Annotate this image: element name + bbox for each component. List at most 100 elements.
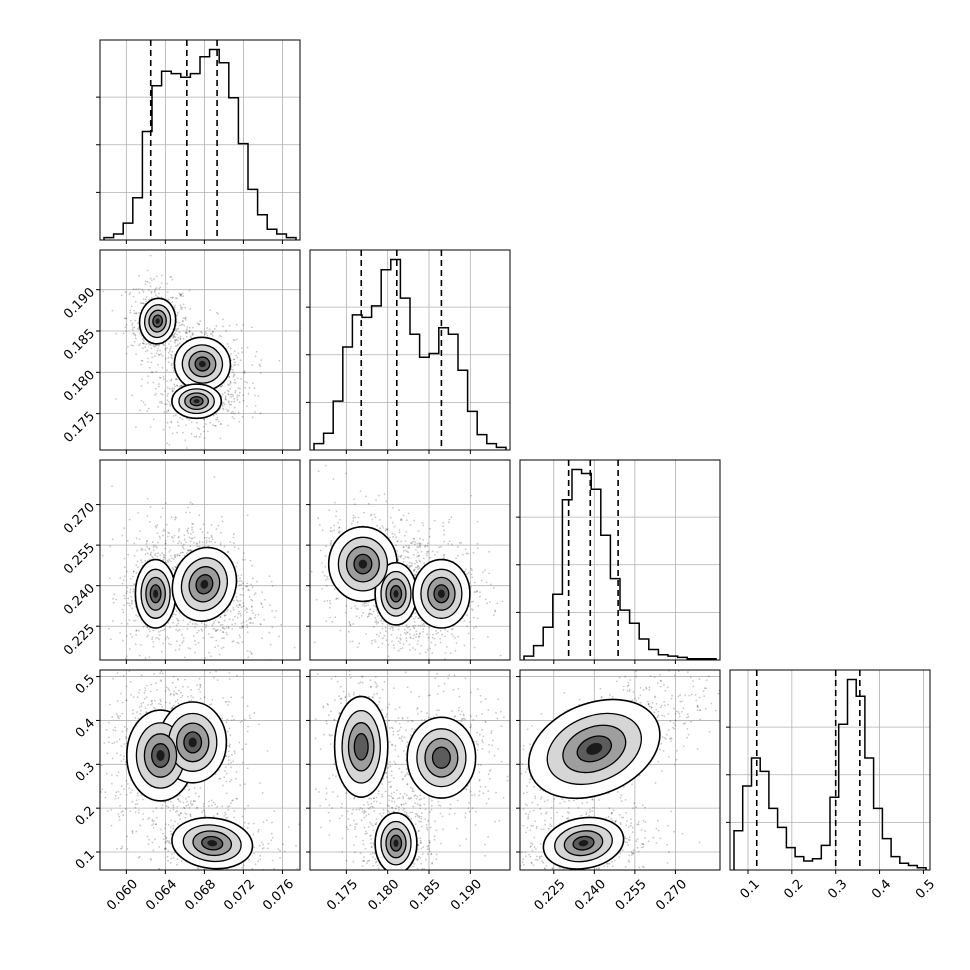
scatter-point [226, 730, 229, 733]
scatter-point [123, 317, 126, 320]
scatter-point [171, 357, 174, 360]
scatter-point [149, 254, 152, 257]
scatter-point [233, 361, 236, 364]
scatter-point [179, 644, 181, 647]
scatter-point [133, 555, 136, 557]
scatter-point [419, 542, 422, 545]
scatter-point [165, 848, 168, 850]
scatter-point [157, 344, 160, 347]
scatter-point [133, 542, 136, 545]
scatter-point [158, 872, 160, 874]
scatter-point [168, 426, 171, 429]
scatter-point [187, 647, 190, 649]
scatter-point [198, 514, 201, 517]
scatter-point [259, 412, 262, 415]
scatter-point [187, 686, 189, 688]
scatter-point [172, 367, 175, 369]
scatter-point [106, 810, 109, 812]
scatter-point [193, 536, 196, 539]
scatter-point [140, 359, 143, 362]
scatter-point [151, 819, 154, 821]
scatter-point [146, 626, 149, 629]
scatter-point [153, 345, 156, 348]
scatter-point [398, 531, 401, 534]
scatter-point [124, 291, 127, 294]
scatter-point [171, 707, 174, 709]
scatter-point [133, 309, 136, 312]
scatter-point [198, 435, 201, 438]
scatter-point [120, 847, 122, 850]
scatter-point [177, 424, 180, 427]
scatter-point [173, 852, 176, 854]
scatter-point [178, 554, 181, 557]
scatter-point [172, 540, 175, 543]
density-panel-0_3 [96, 669, 304, 874]
scatter-point [376, 524, 378, 527]
scatter-point [115, 791, 118, 794]
scatter-point [205, 626, 207, 629]
scatter-point [230, 400, 233, 403]
scatter-point [209, 703, 211, 706]
scatter-point [227, 625, 230, 628]
scatter-point [380, 620, 383, 622]
scatter-point [188, 452, 190, 454]
scatter-point [148, 343, 151, 346]
scatter-point [163, 390, 166, 393]
scatter-point [178, 292, 181, 295]
scatter-point [174, 385, 177, 388]
scatter-point [188, 511, 191, 514]
scatter-point [172, 369, 175, 372]
scatter-point [173, 307, 176, 309]
scatter-point [225, 721, 228, 724]
scatter-point [231, 640, 234, 643]
scatter-point [247, 589, 250, 591]
scatter-point [197, 867, 200, 870]
scatter-point [220, 423, 222, 425]
scatter-point [397, 555, 400, 558]
scatter-point [124, 807, 127, 810]
scatter-point [142, 291, 145, 293]
scatter-point [148, 548, 151, 550]
scatter-point [248, 872, 250, 874]
scatter-point [185, 424, 187, 426]
scatter-point [105, 728, 108, 731]
contour-level-4 [155, 318, 160, 324]
scatter-point [222, 318, 224, 321]
scatter-point [129, 791, 132, 794]
scatter-point [356, 521, 359, 524]
scatter-point [210, 540, 213, 543]
scatter-point [146, 540, 148, 543]
scatter-point [260, 623, 262, 626]
scatter-point [414, 612, 417, 615]
scatter-point [379, 527, 381, 530]
scatter-point [245, 620, 248, 622]
scatter-point [246, 626, 249, 629]
scatter-point [352, 520, 355, 522]
scatter-point [180, 294, 183, 296]
scatter-point [237, 600, 239, 603]
scatter-point [228, 618, 231, 621]
scatter-point [179, 552, 182, 554]
scatter-point [158, 376, 161, 379]
scatter-point [240, 580, 243, 582]
scatter-point [208, 537, 211, 539]
scatter-point [335, 597, 338, 600]
scatter-point [132, 709, 134, 712]
scatter-point [132, 696, 135, 698]
scatter-point [375, 499, 377, 501]
scatter-point [384, 627, 387, 629]
scatter-point [302, 843, 304, 845]
scatter-point [128, 602, 131, 605]
scatter-point [111, 774, 113, 776]
scatter-point [126, 848, 129, 850]
scatter-point [239, 577, 242, 580]
scatter-point [140, 709, 142, 712]
scatter-point [162, 554, 165, 556]
scatter-point [172, 806, 175, 808]
scatter-point [176, 297, 178, 300]
scatter-point [418, 544, 421, 547]
scatter-point [177, 535, 180, 538]
scatter-point [235, 323, 238, 326]
scatter-point [162, 428, 165, 431]
scatter-point [212, 424, 214, 427]
